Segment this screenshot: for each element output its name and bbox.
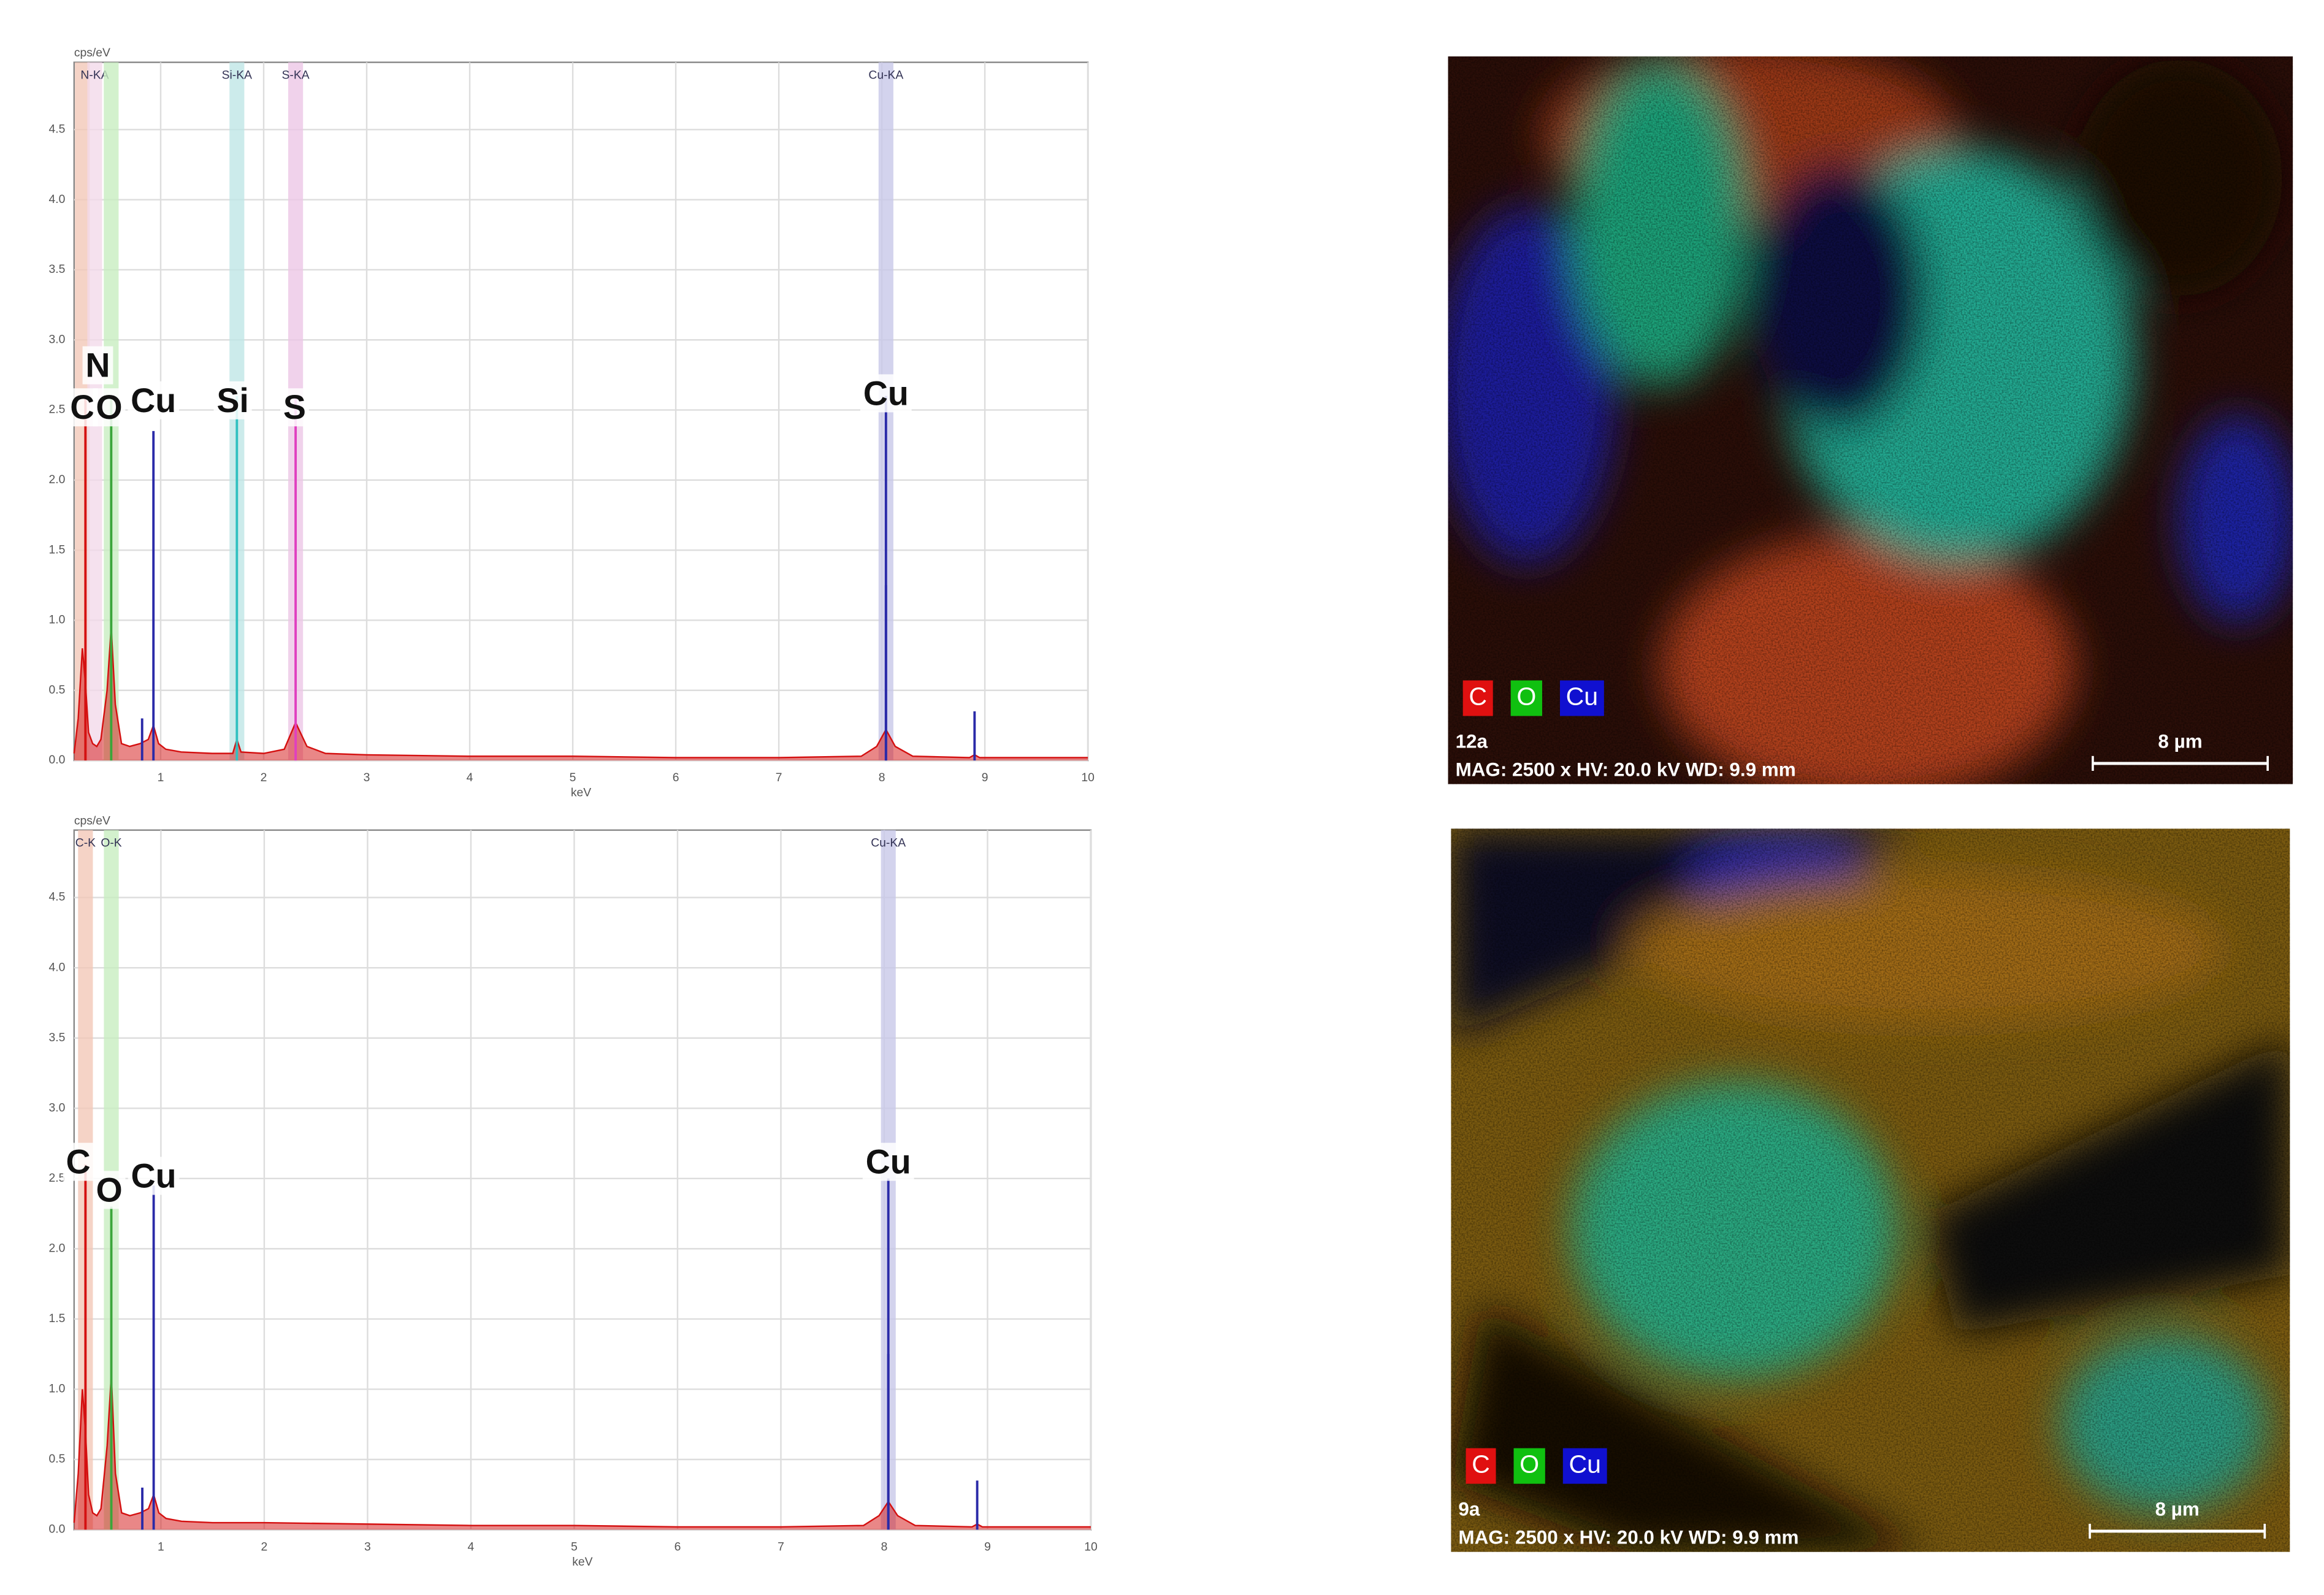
element-map-image — [1448, 56, 2293, 784]
map-legend-swatch — [1462, 680, 1493, 716]
band-tag: C-K — [75, 837, 96, 850]
y-tick-label: 2.0 — [48, 473, 65, 486]
y-tick-label: 3.0 — [48, 333, 65, 346]
y-tick-label: 2.0 — [48, 1242, 65, 1255]
element-label-bg — [67, 388, 98, 427]
element-label-bg — [280, 388, 309, 427]
band-tag: Si-KA — [222, 69, 253, 82]
x-tick-label: 5 — [571, 1541, 578, 1554]
map-legend-label: C — [1469, 682, 1487, 710]
x-tick-label: 3 — [364, 1541, 371, 1554]
element-label-bg — [82, 346, 113, 384]
map-id: 12a — [1456, 730, 1488, 752]
element-label-bg — [128, 1157, 180, 1195]
x-tick-label: 8 — [881, 1541, 888, 1554]
element-label-bg — [213, 381, 252, 419]
element-label-bg — [93, 388, 126, 427]
x-tick-label: 7 — [778, 1541, 784, 1554]
element-label-bg — [63, 1142, 94, 1181]
element-label: Cu — [131, 1157, 177, 1195]
element-label: Cu — [866, 1143, 911, 1181]
map-info: MAG: 2500 x HV: 20.0 kV WD: 9.9 mm — [1456, 759, 1796, 780]
x-tick-label: 5 — [570, 771, 576, 784]
element-label-bg — [862, 1142, 914, 1181]
element-label: O — [96, 388, 122, 426]
band-tag: Cu-KA — [868, 69, 903, 82]
y-tick-label: 1.5 — [48, 543, 65, 556]
y-axis-label: cps/eV — [74, 814, 110, 827]
map-legend-swatch — [1466, 1448, 1496, 1484]
map-legend-swatch — [1562, 1448, 1607, 1484]
x-tick-label: 7 — [776, 771, 782, 784]
y-tick-label: 4.0 — [48, 193, 65, 206]
element-label: S — [283, 388, 306, 426]
x-tick-label: 2 — [261, 1541, 268, 1554]
x-tick-label: 6 — [675, 1541, 681, 1554]
map-legend-swatch — [1559, 680, 1604, 716]
x-tick-label: 1 — [158, 771, 164, 784]
x-tick-label: 9 — [982, 771, 988, 784]
y-tick-label: 3.0 — [48, 1101, 65, 1114]
plot-area — [73, 829, 1092, 1531]
y-tick-label: 0.5 — [48, 684, 65, 697]
scale-label: 8 µm — [2155, 1498, 2200, 1520]
y-tick-label: 4.5 — [48, 123, 65, 136]
element-label: Si — [216, 381, 249, 419]
element-label: Cu — [131, 381, 176, 419]
map-legend-swatch — [1510, 680, 1542, 716]
scale-label: 8 µm — [2158, 730, 2202, 752]
x-tick-label: 10 — [1081, 771, 1094, 784]
map-legend-label: C — [1472, 1450, 1490, 1478]
map-legend-swatch — [1513, 1448, 1545, 1484]
element-label: C — [70, 388, 94, 426]
band-tag: O-K — [101, 837, 121, 850]
y-tick-label: 0.0 — [48, 1523, 65, 1536]
y-tick-label: 1.0 — [48, 614, 65, 627]
element-label: Cu — [863, 374, 909, 412]
y-tick-label: 2.5 — [48, 1172, 65, 1185]
band-tag: N-KA — [80, 69, 109, 82]
y-tick-label: 4.5 — [48, 891, 65, 904]
x-tick-label: 9 — [984, 1541, 991, 1554]
x-tick-label: 10 — [1084, 1541, 1098, 1554]
y-tick-label: 0.0 — [48, 754, 65, 767]
element-label-bg — [860, 374, 912, 413]
map-legend-label: O — [1519, 1450, 1539, 1478]
element-label: C — [66, 1143, 91, 1181]
x-tick-label: 6 — [673, 771, 679, 784]
element-label-bg — [93, 1171, 126, 1209]
element-label-bg — [128, 381, 180, 419]
x-tick-label: 8 — [879, 771, 885, 784]
y-axis-label: cps/eV — [74, 47, 110, 59]
spectrum-line — [73, 1375, 1091, 1528]
x-tick-label: 1 — [158, 1541, 164, 1554]
map-legend-label: O — [1516, 682, 1536, 710]
x-axis-label: keV — [572, 1556, 592, 1569]
x-tick-label: 3 — [364, 771, 370, 784]
y-tick-label: 2.5 — [48, 404, 65, 416]
map-id: 9a — [1458, 1498, 1480, 1520]
element-label: O — [96, 1171, 123, 1209]
element-map-image — [1451, 828, 2290, 1552]
x-tick-label: 2 — [261, 771, 267, 784]
element-label: N — [85, 346, 110, 384]
y-tick-label: 3.5 — [48, 1031, 65, 1044]
y-tick-label: 3.5 — [48, 263, 65, 276]
y-tick-label: 1.5 — [48, 1312, 65, 1325]
band-tag: Cu-KA — [871, 837, 906, 850]
x-tick-label: 4 — [468, 1541, 475, 1554]
band-tag: S-KA — [282, 69, 310, 82]
y-tick-label: 4.0 — [48, 961, 65, 974]
map-legend-label: Cu — [1569, 1450, 1601, 1478]
y-tick-label: 0.5 — [48, 1453, 65, 1466]
map-legend-label: Cu — [1566, 682, 1599, 710]
x-tick-label: 4 — [467, 771, 473, 784]
x-axis-label: keV — [571, 786, 591, 799]
y-tick-label: 1.0 — [48, 1383, 65, 1396]
map-info: MAG: 2500 x HV: 20.0 kV WD: 9.9 mm — [1458, 1526, 1798, 1548]
